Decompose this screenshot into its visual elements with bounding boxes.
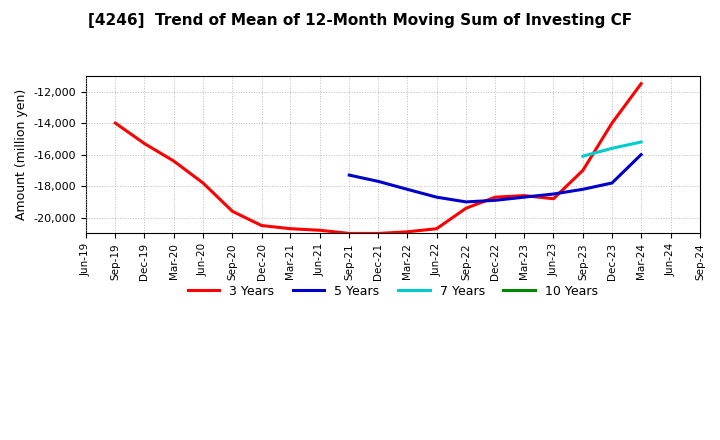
Text: [4246]  Trend of Mean of 12-Month Moving Sum of Investing CF: [4246] Trend of Mean of 12-Month Moving … [88, 13, 632, 28]
Legend: 3 Years, 5 Years, 7 Years, 10 Years: 3 Years, 5 Years, 7 Years, 10 Years [183, 280, 603, 303]
Y-axis label: Amount (million yen): Amount (million yen) [15, 89, 28, 220]
